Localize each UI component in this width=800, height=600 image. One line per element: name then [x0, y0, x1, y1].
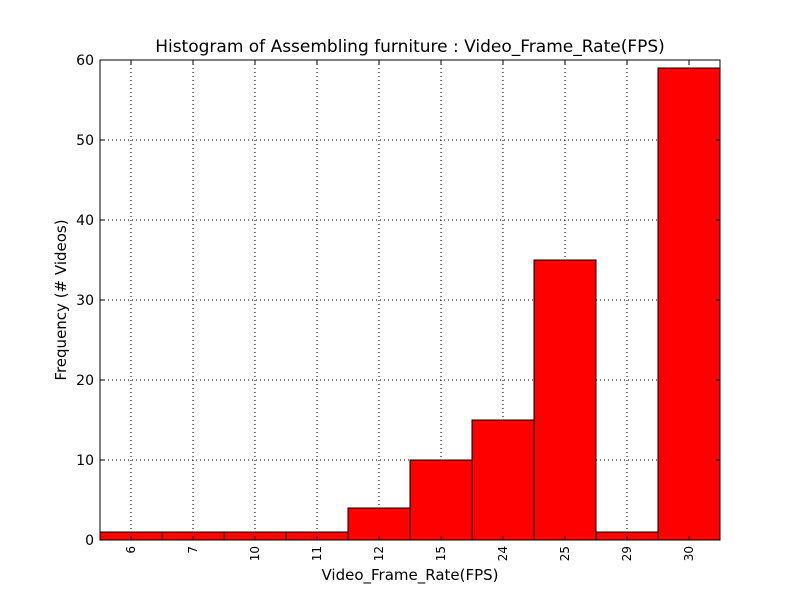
y-tick-label: 20: [76, 373, 94, 389]
x-tick-label: 6: [124, 546, 138, 554]
y-tick-label: 40: [76, 213, 94, 229]
x-tick-label: 12: [372, 546, 386, 561]
y-tick-label: 60: [76, 53, 94, 69]
y-tick-label: 0: [85, 533, 94, 549]
chart-title: Histogram of Assembling furniture : Vide…: [155, 37, 665, 57]
x-tick-label: 7: [186, 546, 200, 554]
y-axis-label: Frequency (# Videos): [52, 219, 70, 380]
histogram-bar: [347, 507, 411, 541]
x-tick-label: 30: [682, 546, 696, 561]
ticks-layer: 0 10 20 30 40 50 60 6 7 10 11 12 15 24 25 29 30: [76, 53, 720, 561]
y-tick-label: 50: [76, 133, 94, 149]
x-tick-label: 24: [496, 546, 510, 561]
x-tick-label: 11: [310, 546, 324, 561]
histogram-bar: [471, 419, 535, 541]
x-tick-label: 25: [558, 546, 572, 561]
histogram-bar: [657, 67, 721, 541]
x-axis-label: Video_Frame_Rate(FPS): [321, 566, 498, 585]
histogram-bar: [533, 259, 597, 541]
y-tick-label: 10: [76, 453, 94, 469]
x-tick-label: 15: [434, 546, 448, 561]
x-tick-label: 29: [620, 546, 634, 561]
y-tick-label: 30: [76, 293, 94, 309]
histogram-bar: [409, 459, 473, 541]
x-tick-label: 10: [248, 546, 262, 561]
